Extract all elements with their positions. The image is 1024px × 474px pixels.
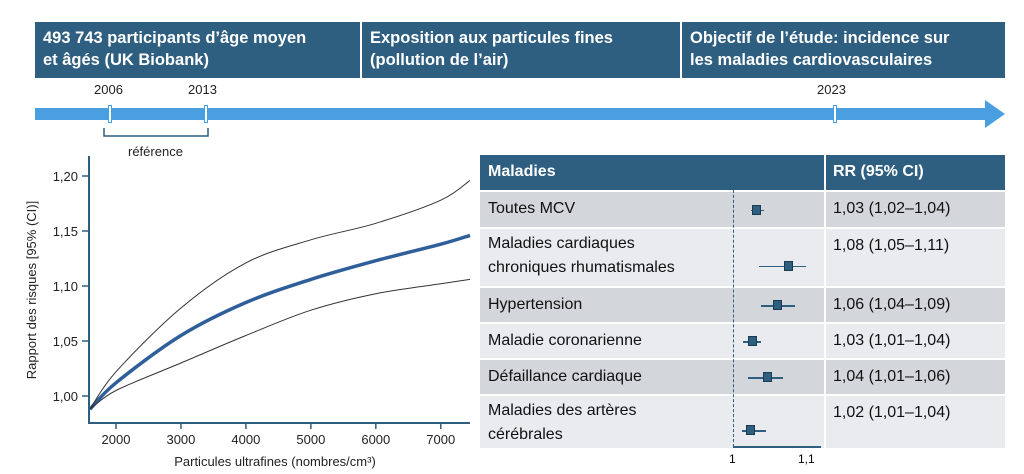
year-2013: 2013: [188, 82, 217, 97]
table-row: Défaillance cardiaque 1,04 (1,01–1,06): [480, 360, 1005, 394]
header-box-exposure: Exposition aux particules fines (pollutio…: [362, 22, 680, 78]
y-tick-label: 1,10: [53, 279, 78, 294]
series-lower: [89, 278, 471, 410]
timeline-marker: [108, 105, 112, 123]
table-row: Hypertension 1,06 (1,04–1,09): [480, 288, 1005, 322]
box-line: les maladies cardiovasculaires: [690, 51, 933, 69]
name-line: chroniques rhumatismales: [488, 259, 675, 276]
x-tick-label: 3000: [166, 432, 195, 447]
year-2023: 2023: [817, 82, 846, 97]
x-tick-label: 4000: [231, 432, 260, 447]
rr-value: 1,06 (1,04–1,09): [824, 288, 1005, 322]
table-row: Maladies cardiaques chroniques rhumatisma…: [480, 229, 1005, 286]
estimate-marker: [763, 372, 773, 382]
x-tick-label: 2000: [102, 432, 131, 447]
disease-name: Toutes MCV: [480, 197, 740, 221]
header-box-participants: 493 743 participants d’âge moyen et âgés …: [35, 22, 360, 78]
header-maladies: Maladies: [488, 163, 556, 180]
table-row: Maladies des artères cérébrales 1,02 (1,0…: [480, 396, 1005, 448]
rr-value: 1,02 (1,01–1,04): [824, 396, 1005, 448]
forest-tick-label: 1: [729, 452, 736, 466]
rr-value: 1,03 (1,02–1,04): [824, 192, 1005, 227]
box-line: Exposition aux particules fines: [370, 29, 613, 47]
box-line: et âgés (UK Biobank): [43, 51, 209, 69]
x-tick-label: 7000: [426, 432, 455, 447]
table-row: Maladie coronarienne 1,03 (1,01–1,04): [480, 324, 1005, 358]
timeline-arrow: [35, 100, 1005, 128]
x-axis-label: Particules ultrafines (nombres/cm³): [174, 454, 376, 469]
name-line: Maladie coronarienne: [488, 332, 642, 349]
box-line: 493 743 participants d’âge moyen: [43, 29, 307, 47]
box-line: Objectif de l’étude: incidence sur: [690, 29, 950, 47]
series-upper: [89, 179, 471, 410]
forest-tick-label: 1,1: [798, 452, 815, 466]
x-tick-label: 5000: [296, 432, 325, 447]
y-axis-label: Rapport des risques [95% (CI)]: [24, 201, 39, 379]
rr-value: 1,04 (1,01–1,06): [824, 360, 1005, 394]
name-line: cérébrales: [488, 426, 563, 443]
exposure-response-chart: 2000 3000 4000 5000 6000 7000 1,00 1,05 1,10 1,15…: [24, 156, 471, 469]
reference-bracket: [103, 128, 209, 137]
name-line: Défaillance cardiaque: [488, 368, 642, 385]
estimate-marker: [784, 260, 794, 271]
estimate-marker: [747, 336, 757, 346]
forest-x-axis: [733, 446, 821, 448]
header-rr: RR (95% CI): [824, 155, 1005, 190]
estimate-marker: [752, 204, 762, 215]
y-tick-label: 1,20: [53, 169, 78, 184]
y-tick-label: 1,00: [53, 389, 78, 404]
reference-label: référence: [128, 144, 183, 159]
name-line: Maladies des artères: [488, 402, 637, 419]
timeline-marker: [833, 105, 837, 123]
box-line: (pollution de l’air): [370, 51, 509, 69]
name-line: Toutes MCV: [488, 200, 576, 217]
y-tick-label: 1,15: [53, 224, 78, 239]
name-line: Maladies cardiaques: [488, 235, 635, 252]
series-estimate: [88, 233, 471, 411]
y-tick-label: 1,05: [53, 334, 78, 349]
name-line: Hypertension: [488, 296, 583, 313]
rr-value: 1,03 (1,01–1,04): [824, 324, 1005, 358]
table-header: Maladies RR (95% CI): [480, 155, 1005, 190]
disease-name: Défaillance cardiaque: [480, 365, 740, 389]
estimate-marker: [746, 425, 756, 435]
rr-value: 1,08 (1,05–1,11): [824, 229, 1005, 286]
table-row: Toutes MCV 1,03 (1,02–1,04): [480, 192, 1005, 227]
disease-name: Maladies cardiaques chroniques rhumatisma…: [480, 232, 740, 280]
disease-name: Maladies des artères cérébrales: [480, 399, 740, 447]
timeline-marker: [204, 105, 208, 123]
year-2006: 2006: [94, 82, 123, 97]
header-box-objective: Objectif de l’étude: incidence sur les ma…: [682, 22, 1005, 78]
disease-name: Maladie coronarienne: [480, 329, 740, 353]
null-line: [733, 155, 734, 447]
ci-line: [759, 265, 806, 267]
disease-name: Hypertension: [480, 293, 740, 317]
estimate-marker: [772, 300, 782, 310]
x-tick-label: 6000: [361, 432, 390, 447]
